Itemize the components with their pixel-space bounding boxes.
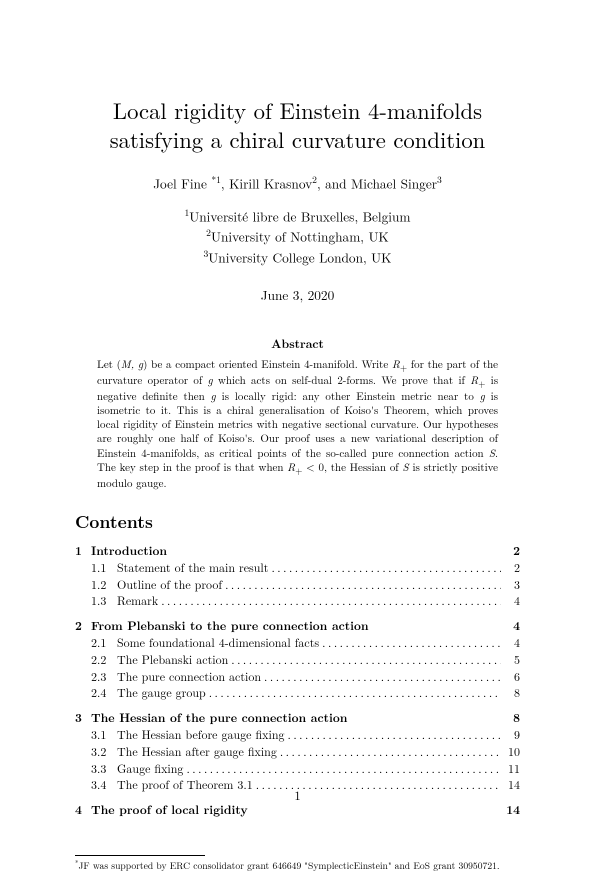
affiliation-line: 2University of Nottingham, UK bbox=[75, 226, 520, 246]
contents-heading: Contents bbox=[75, 509, 520, 534]
toc-section-number: 3 bbox=[75, 709, 91, 726]
toc-section-number: 2 bbox=[75, 617, 91, 634]
toc-dots bbox=[231, 652, 501, 669]
toc-dots bbox=[209, 685, 501, 702]
toc-subsection-page: 6 bbox=[504, 669, 520, 686]
toc-subsection-number: 3.2 bbox=[91, 744, 117, 761]
toc-subsection-page: 2 bbox=[504, 560, 520, 577]
table-of-contents: 1Introduction21.1Statement of the main r… bbox=[75, 542, 520, 819]
page-number: 1 bbox=[0, 786, 595, 804]
paper-title: Local rigidity of Einstein 4-manifolds s… bbox=[75, 95, 520, 154]
toc-subsection-page: 3 bbox=[504, 577, 520, 594]
toc-subsection-number: 3.1 bbox=[91, 727, 117, 744]
toc-subsection-number: 1.1 bbox=[91, 560, 117, 577]
toc-subsection-row: 3.2The Hessian after gauge fixing 10 bbox=[75, 744, 520, 761]
toc-section-title: From Plebanski to the pure connection ac… bbox=[91, 617, 369, 634]
footnote: *JF was supported by ERC consolidator gr… bbox=[75, 859, 520, 872]
authors-line: Joel Fine *1, Kirill Krasnov2, and Micha… bbox=[75, 172, 520, 192]
toc-subsection-number: 2.2 bbox=[91, 652, 117, 669]
toc-dots bbox=[280, 744, 501, 761]
toc-subsection-title: Remark bbox=[117, 593, 158, 610]
toc-subsection-page: 4 bbox=[504, 635, 520, 652]
toc-subsection-title: The Hessian before gauge fixing bbox=[117, 727, 285, 744]
toc-dots bbox=[186, 761, 501, 778]
toc-dots bbox=[264, 669, 501, 686]
affiliation-line: 3University College London, UK bbox=[75, 247, 520, 267]
toc-section-row: 1Introduction 2 bbox=[75, 542, 520, 560]
affiliations-block: 1Université libre de Bruxelles, Belgium2… bbox=[75, 206, 520, 266]
toc-subsection-row: 3.1The Hessian before gauge fixing 9 bbox=[75, 727, 520, 744]
toc-subsection-page: 8 bbox=[504, 685, 520, 702]
toc-section-page: 4 bbox=[504, 617, 520, 634]
toc-subsection-title: Gauge fixing bbox=[117, 761, 183, 778]
toc-subsection-number: 1.2 bbox=[91, 577, 117, 594]
footnote-rule bbox=[75, 855, 205, 856]
toc-dots bbox=[322, 635, 501, 652]
toc-section-row: 3The Hessian of the pure connection acti… bbox=[75, 709, 520, 727]
toc-subsection-page: 5 bbox=[504, 652, 520, 669]
toc-subsection-number: 1.3 bbox=[91, 593, 117, 610]
toc-subsection-row: 2.3The pure connection action 6 bbox=[75, 669, 520, 686]
toc-subsection-number: 2.4 bbox=[91, 685, 117, 702]
toc-subsection-row: 1.1Statement of the main result 2 bbox=[75, 560, 520, 577]
toc-section: 2From Plebanski to the pure connection a… bbox=[75, 617, 520, 702]
toc-subsection-number: 2.1 bbox=[91, 635, 117, 652]
toc-section-page: 8 bbox=[504, 709, 520, 726]
toc-subsection-row: 1.2Outline of the proof 3 bbox=[75, 577, 520, 594]
toc-subsection-number: 3.3 bbox=[91, 761, 117, 778]
toc-subsection-page: 10 bbox=[504, 744, 520, 761]
toc-subsection-title: The pure connection action bbox=[117, 669, 261, 686]
toc-subsection-title: Statement of the main result bbox=[117, 560, 268, 577]
toc-subsection-title: The Hessian after gauge fixing bbox=[117, 744, 277, 761]
toc-subsection-page: 4 bbox=[504, 593, 520, 610]
toc-subsection-row: 2.2The Plebanski action 5 bbox=[75, 652, 520, 669]
toc-subsection-title: Some foundational 4-dimensional facts bbox=[117, 635, 319, 652]
toc-subsection-page: 9 bbox=[504, 727, 520, 744]
toc-subsection-row: 1.3Remark 4 bbox=[75, 593, 520, 610]
toc-section-row: 2From Plebanski to the pure connection a… bbox=[75, 617, 520, 635]
toc-subsection-title: The gauge group bbox=[117, 685, 206, 702]
affiliation-line: 1Université libre de Bruxelles, Belgium bbox=[75, 206, 520, 226]
toc-subsection-row: 2.4The gauge group 8 bbox=[75, 685, 520, 702]
toc-dots bbox=[288, 727, 502, 744]
toc-section-title: The Hessian of the pure connection actio… bbox=[91, 709, 347, 726]
toc-dots bbox=[161, 593, 501, 610]
toc-subsection-title: The Plebanski action bbox=[117, 652, 228, 669]
toc-dots bbox=[271, 560, 501, 577]
toc-section-number: 1 bbox=[75, 542, 91, 559]
toc-subsection-row: 3.3Gauge fixing 11 bbox=[75, 761, 520, 778]
toc-subsection-page: 11 bbox=[504, 761, 520, 778]
date: June 3, 2020 bbox=[75, 285, 520, 304]
abstract-heading: Abstract bbox=[75, 334, 520, 352]
abstract-body: Let (M, g) be a compact oriented Einstei… bbox=[97, 358, 498, 491]
toc-section-title: Introduction bbox=[91, 542, 167, 559]
toc-section-page: 2 bbox=[504, 542, 520, 559]
toc-dots bbox=[225, 577, 501, 594]
toc-subsection-title: Outline of the proof bbox=[117, 577, 222, 594]
toc-subsection-number: 2.3 bbox=[91, 669, 117, 686]
toc-section: 1Introduction21.1Statement of the main r… bbox=[75, 542, 520, 610]
toc-subsection-row: 2.1Some foundational 4-dimensional facts… bbox=[75, 635, 520, 652]
toc-section: 3The Hessian of the pure connection acti… bbox=[75, 709, 520, 794]
